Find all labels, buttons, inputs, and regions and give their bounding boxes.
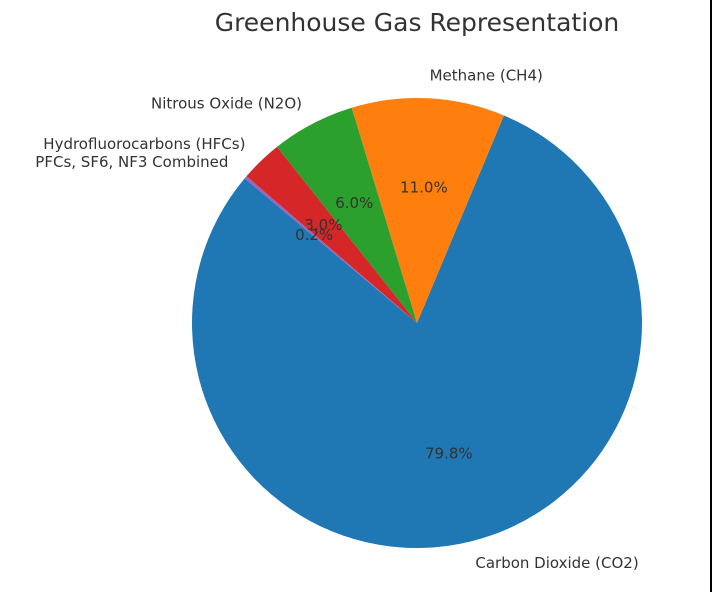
slice-label: Nitrous Oxide (N2O) [151, 94, 302, 112]
percent-label: 0.2% [295, 226, 333, 244]
slice-label: Methane (CH4) [430, 66, 543, 84]
pie-slice [244, 176, 417, 323]
pie-slice [276, 107, 417, 323]
slice-label: Carbon Dioxide (CO2) [475, 554, 638, 572]
percent-label: 11.0% [400, 179, 448, 197]
percent-label: 79.8% [425, 445, 473, 463]
pie-slice [351, 98, 504, 324]
percent-label: 6.0% [335, 194, 373, 212]
slice-label: PFCs, SF6, NF3 Combined [35, 153, 228, 171]
chart-title: Greenhouse Gas Representation [215, 8, 620, 37]
pie-slice [246, 146, 417, 323]
percent-label: 3.0% [304, 216, 342, 234]
slice-label: Hydrofluorocarbons (HFCs) [43, 135, 245, 153]
pie-slice [191, 115, 642, 548]
